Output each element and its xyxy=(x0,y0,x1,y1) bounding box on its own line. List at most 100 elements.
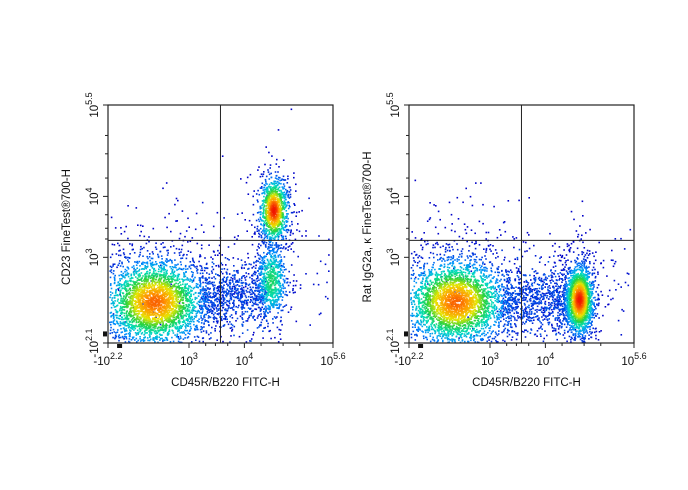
event-dot xyxy=(265,180,267,183)
event-dot xyxy=(260,223,263,226)
event-dot xyxy=(138,303,140,306)
event-dot xyxy=(142,339,145,341)
event-dot xyxy=(196,297,198,299)
event-dot xyxy=(124,288,126,290)
event-dot xyxy=(284,179,287,181)
event-dot xyxy=(168,296,171,299)
event-dot xyxy=(240,306,243,309)
event-dot xyxy=(172,301,175,304)
event-dot xyxy=(217,320,219,322)
event-dot xyxy=(270,304,273,307)
event-dot xyxy=(245,320,247,322)
event-dot xyxy=(266,215,269,217)
event-dot xyxy=(279,204,281,207)
event-dot xyxy=(218,285,220,288)
event-dot xyxy=(154,274,157,277)
event-dot xyxy=(223,217,225,219)
event-dot xyxy=(281,224,284,226)
event-dot xyxy=(292,250,295,253)
event-dot xyxy=(131,315,133,317)
event-dot xyxy=(291,242,294,244)
event-dot xyxy=(141,315,144,317)
event-dot xyxy=(214,299,216,302)
event-dot xyxy=(202,277,204,279)
event-dot xyxy=(223,298,226,300)
event-dot xyxy=(258,301,261,304)
event-dot xyxy=(133,307,136,310)
event-dot xyxy=(122,303,125,305)
event-dot xyxy=(262,258,264,260)
event-dot xyxy=(124,321,127,323)
event-dot xyxy=(269,250,271,253)
event-dot xyxy=(134,327,137,330)
event-dot xyxy=(135,270,137,273)
event-dot xyxy=(208,333,210,336)
event-dot xyxy=(246,320,249,322)
event-dot xyxy=(261,287,263,289)
event-dot xyxy=(282,238,285,240)
event-dot xyxy=(204,304,207,306)
event-dot xyxy=(125,225,127,228)
event-dot xyxy=(114,227,117,229)
event-dot xyxy=(268,205,270,207)
event-dot xyxy=(139,286,141,288)
event-dot xyxy=(141,289,143,291)
event-dot xyxy=(177,273,180,276)
event-dot xyxy=(140,333,143,335)
event-dot xyxy=(175,264,178,266)
event-dot xyxy=(280,269,283,271)
event-dot xyxy=(251,290,253,292)
event-dot xyxy=(174,326,176,328)
event-dot xyxy=(132,298,134,300)
event-dot xyxy=(167,321,169,323)
event-dot xyxy=(199,255,201,258)
event-dot xyxy=(296,229,298,231)
event-dot xyxy=(253,315,255,318)
event-dot xyxy=(132,287,134,289)
event-dot xyxy=(268,224,271,227)
event-dot xyxy=(279,286,281,288)
event-dot xyxy=(200,296,203,299)
event-dot xyxy=(148,324,151,326)
event-dot xyxy=(264,193,266,195)
event-dot xyxy=(280,223,282,225)
event-dot xyxy=(218,312,220,315)
event-dot xyxy=(176,333,179,336)
event-dot xyxy=(224,301,226,304)
event-dot xyxy=(290,306,293,308)
event-dot xyxy=(153,284,156,287)
event-dot xyxy=(174,298,177,300)
event-dot xyxy=(212,258,214,260)
event-dot xyxy=(158,316,161,318)
event-dot xyxy=(132,281,135,283)
event-dot xyxy=(153,280,156,283)
event-dot xyxy=(183,253,185,256)
event-dot xyxy=(160,266,163,269)
event-dot xyxy=(125,294,127,296)
event-dot xyxy=(205,332,208,334)
event-dot xyxy=(222,286,224,288)
event-dot xyxy=(174,279,176,282)
event-dot xyxy=(267,274,270,276)
event-dot xyxy=(140,317,142,320)
event-dot xyxy=(240,279,243,282)
event-dot xyxy=(276,301,278,303)
event-dot xyxy=(179,304,181,307)
event-dot xyxy=(276,288,279,291)
event-dot xyxy=(279,213,282,215)
event-dot xyxy=(160,269,163,272)
event-dot xyxy=(157,287,159,289)
event-dot xyxy=(278,221,281,224)
event-dot xyxy=(263,186,266,189)
event-dot xyxy=(133,294,135,297)
event-dot xyxy=(267,169,269,171)
event-dot xyxy=(263,251,265,254)
event-dot xyxy=(113,277,116,280)
event-dot xyxy=(161,262,164,264)
event-dot xyxy=(249,276,251,279)
event-dot xyxy=(199,299,202,301)
event-dot xyxy=(273,292,275,295)
event-dot xyxy=(119,309,121,312)
event-dot xyxy=(158,290,161,293)
event-dot xyxy=(149,338,152,341)
